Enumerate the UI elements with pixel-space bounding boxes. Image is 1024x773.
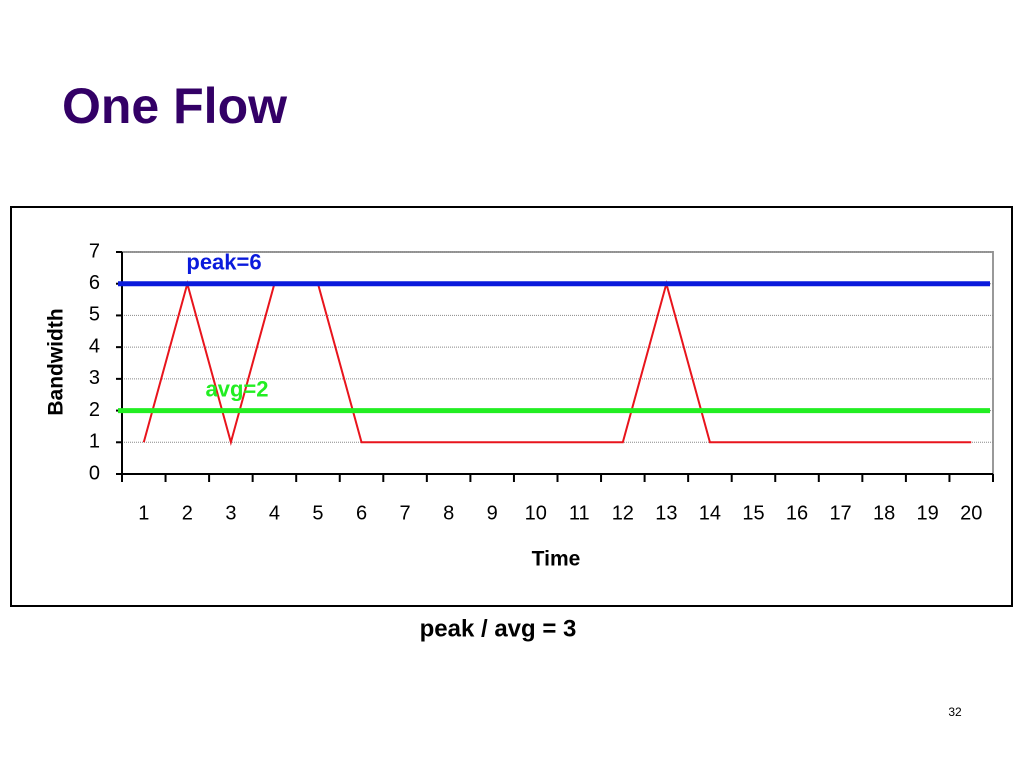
x-tick-label: 20: [960, 502, 982, 524]
chart-frame: [10, 206, 1013, 607]
y-tick-label: 3: [89, 367, 100, 389]
y-tick-label: 1: [89, 431, 100, 453]
x-tick-label: 7: [400, 502, 411, 524]
page-number: 32: [948, 705, 962, 719]
x-tick-label: 11: [569, 502, 590, 524]
y-tick-label: 5: [89, 304, 100, 326]
x-tick-label: 10: [525, 502, 547, 524]
reference-label: peak=6: [186, 250, 261, 275]
x-tick-label: 1: [138, 502, 149, 524]
x-tick-label: 13: [655, 502, 677, 524]
x-tick-label: 12: [612, 502, 634, 524]
y-tick-label: 0: [89, 462, 100, 484]
x-tick-label: 14: [699, 502, 721, 524]
x-tick-label: 4: [269, 502, 280, 524]
x-tick-label: 3: [225, 502, 236, 524]
x-tick-label: 9: [487, 502, 498, 524]
y-tick-label: 4: [89, 335, 100, 357]
y-axis-label: Bandwidth: [45, 308, 68, 415]
x-tick-label: 6: [356, 502, 367, 524]
data-line: [142, 279, 972, 447]
x-tick-label: 2: [182, 502, 193, 524]
x-tick-label: 5: [312, 502, 323, 524]
slide-title: One Flow: [62, 78, 287, 134]
x-tick-label: 19: [917, 502, 939, 524]
x-tick-label: 8: [443, 502, 454, 524]
x-tick-label: 15: [742, 502, 764, 524]
x-tick-label: 18: [873, 502, 895, 524]
y-tick-label: 2: [89, 399, 100, 421]
y-tick-label: 6: [89, 272, 100, 294]
x-tick-label: 17: [829, 502, 851, 524]
x-axis-label: Time: [532, 548, 581, 571]
caption: peak / avg = 3: [420, 615, 577, 642]
reference-label: avg=2: [206, 376, 269, 401]
y-tick-label: 7: [89, 240, 100, 262]
x-tick-label: 16: [786, 502, 808, 524]
